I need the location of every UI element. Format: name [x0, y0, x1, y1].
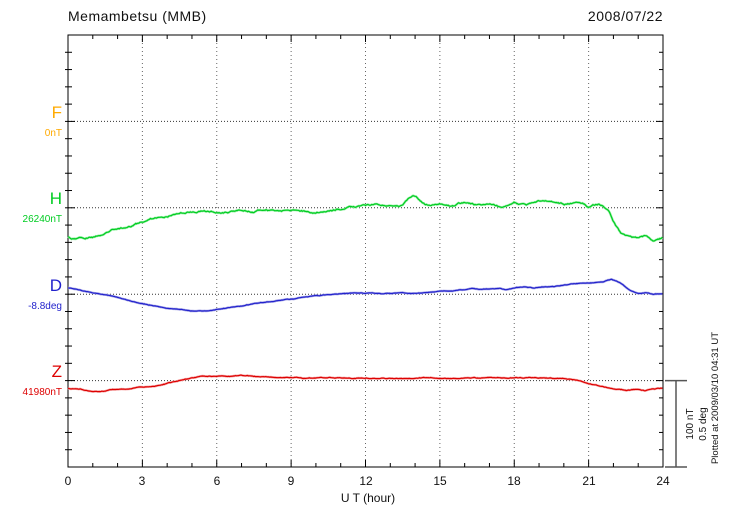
plotted-at-note: Plotted at 2009/03/10 04:31 UT: [710, 331, 721, 465]
x-tick-label-24: 24: [656, 474, 670, 488]
scale-bar-nt-label: 100 nT: [685, 408, 696, 440]
channel-H-baseline-value: 26240nT: [22, 214, 62, 225]
trace-H: [67, 195, 663, 242]
station-title: Memambetsu (MMB): [68, 8, 207, 24]
x-tick-label-15: 15: [433, 474, 447, 488]
channel-D-label: D: [49, 276, 62, 295]
channel-D-baseline-value: -8.8deg: [28, 301, 62, 312]
x-tick-label-3: 3: [138, 474, 146, 488]
x-tick-label-21: 21: [582, 474, 596, 488]
x-axis-label: U T (hour): [340, 491, 396, 505]
x-tick-label-18: 18: [507, 474, 521, 488]
channel-H-label: H: [49, 189, 62, 208]
trace-D: [68, 278, 663, 312]
x-tick-label-9: 9: [287, 474, 295, 488]
trace-Z: [67, 374, 663, 393]
scale-bar-label: 100 nT 0.5 deg: [684, 396, 710, 452]
scale-bar-deg-label: 0.5 deg: [698, 407, 709, 441]
x-tick-label-6: 6: [213, 474, 221, 488]
observation-date: 2008/07/22: [587, 8, 663, 24]
x-tick-label-12: 12: [359, 474, 373, 488]
channel-F-label: F: [51, 103, 62, 122]
x-tick-label-0: 0: [64, 474, 72, 488]
channel-F-baseline-value: 0nT: [44, 128, 62, 139]
channel-Z-baseline-value: 41980nT: [22, 387, 62, 398]
channel-Z-label: Z: [51, 362, 62, 381]
